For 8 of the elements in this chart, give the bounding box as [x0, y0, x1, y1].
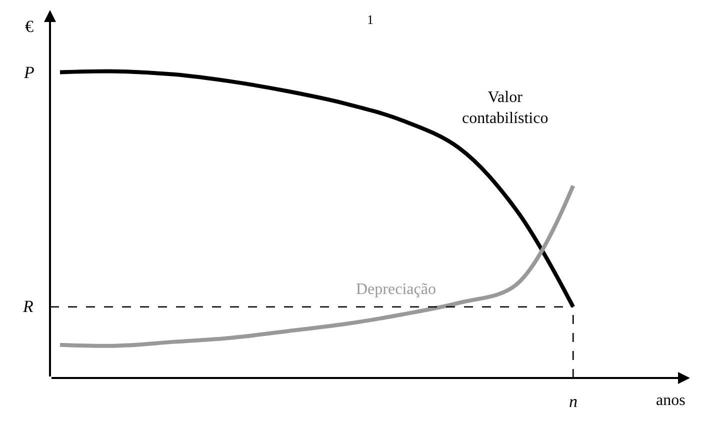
y-axis-title: € — [25, 17, 34, 36]
text: anos — [656, 392, 686, 409]
text: 1 — [367, 12, 374, 27]
series-label: Depreciação — [356, 281, 436, 298]
series-label: Valor contabilístico — [462, 89, 548, 127]
text: n — [569, 392, 578, 411]
ref-line-label: R — [22, 297, 34, 316]
text: P — [23, 63, 34, 82]
